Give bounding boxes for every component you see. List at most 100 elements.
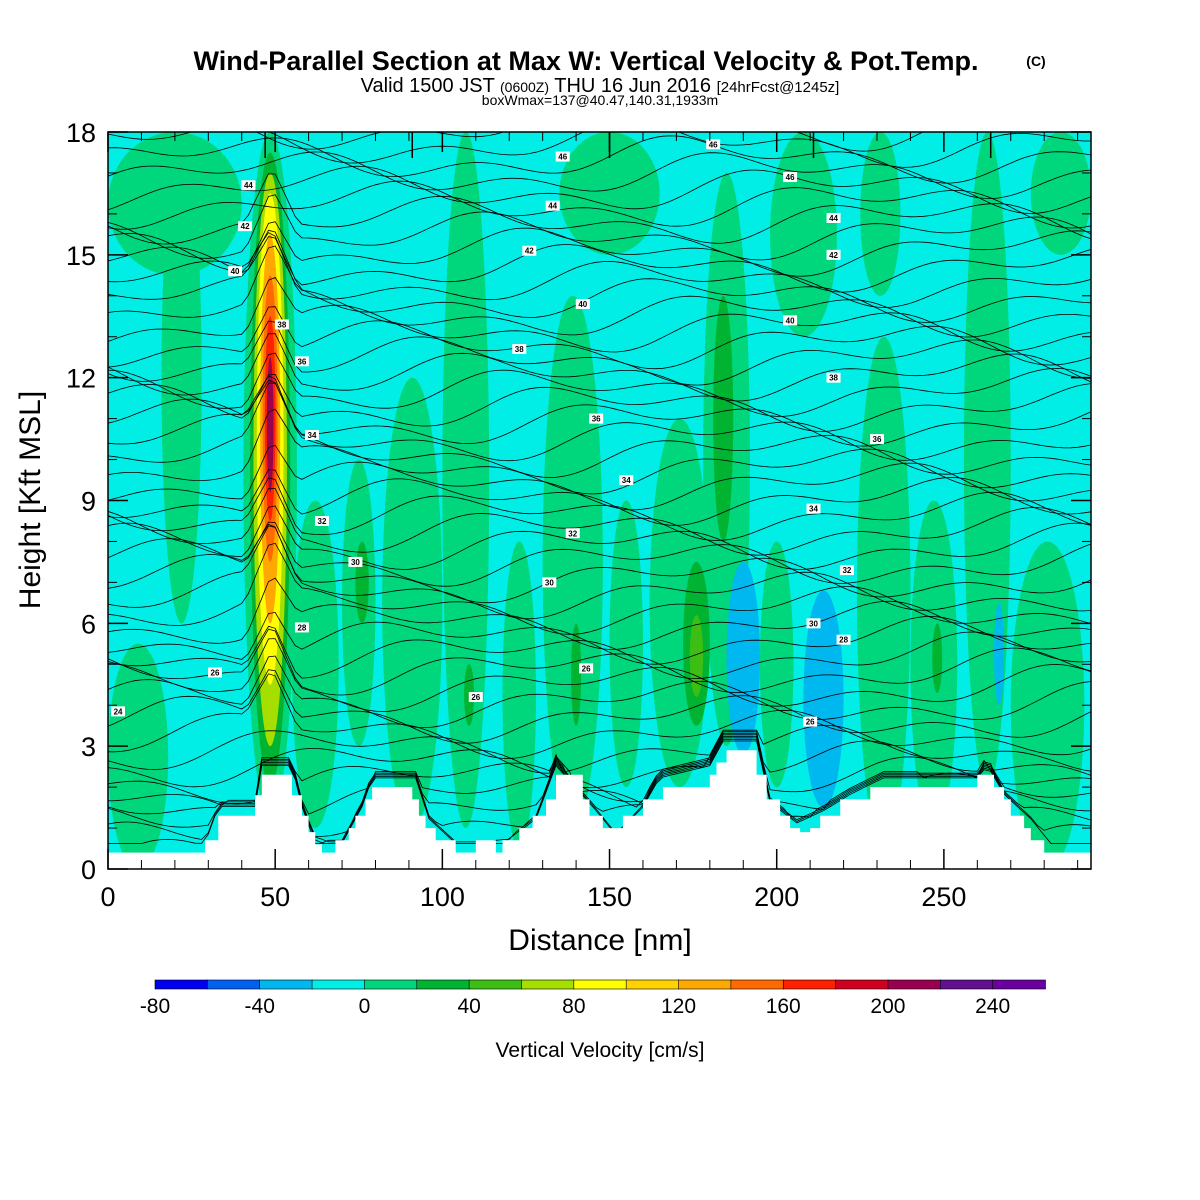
theta-label-box [783,315,798,326]
theta-contour-line [108,577,1091,650]
y-tick-label: 0 [81,855,96,885]
colorbar-segment [992,979,1046,990]
theta-label-box [274,319,289,330]
theta-label-box [348,556,363,567]
theta-label: 32 [318,517,327,526]
ascent-region [609,500,643,788]
colorbar-segment [625,979,680,990]
subtitle-valid: Valid 1500 JST [361,75,495,97]
theta-label-box [241,180,256,191]
theta-label: 28 [297,623,306,632]
ascent-region [856,336,911,849]
theta-contour-line [108,525,1091,620]
colorbar-tick-label: 240 [975,995,1010,1018]
ascent-region [1030,132,1091,255]
y-tick-label: 6 [81,609,96,639]
theta-label-box [803,716,818,727]
theta-contour-labels: 24 26 26 26 26 28 28 30 30 30 32 32 32 34 34 34 36 36 36 38… [111,139,885,727]
theta-label: 26 [471,693,480,702]
colorbar-tick-label: -40 [245,995,275,1018]
theta-label: 38 [829,374,838,383]
theta-label: 40 [231,267,240,276]
theta-label-box [294,622,309,633]
theta-contour-line [108,236,1091,293]
theta-label: 28 [839,636,848,645]
ascent-region [502,541,536,849]
theta-label-box [575,298,590,309]
theta-contour-line [108,173,1091,245]
chart-titles: Wind-Parallel Section at Max W: Vertical… [194,46,1046,108]
x-tick-label: 150 [587,882,632,912]
subtitle-forecast: [24hrFcst@1245z] [717,79,840,96]
theta-contour-line [108,734,1091,815]
theta-contour-line [108,379,1091,447]
terrain [108,750,1091,869]
colorbar-segment [678,979,732,990]
theta-contour-line [108,739,1091,844]
y-tick-label: 9 [81,487,96,517]
ascent-region [442,132,490,829]
theta-label: 46 [558,153,567,162]
theta-label-box [512,344,527,355]
theta-contour-line [108,333,1091,402]
theta-label: 40 [786,316,795,325]
y-axis-label: Height [Kft MSL] [14,391,47,609]
theta-label-box [111,706,126,717]
strong-ascent-core [571,623,582,726]
theta-label-box [555,151,570,162]
theta-label: 34 [622,476,631,485]
x-tick-label: 200 [754,882,799,912]
theta-label-box [294,356,309,367]
theta-label-box [468,692,483,703]
theta-label-box [826,212,841,223]
colorbar-segment [468,979,523,990]
descent-region [994,602,1005,706]
theta-contour-line [108,277,1091,353]
theta-contour-line [108,740,1091,845]
x-tick-label: 50 [260,882,290,912]
theta-label-box [826,249,841,260]
theta-contour-line [108,132,1091,168]
strong-ascent-core [689,615,704,698]
subtitle-date: THU 16 Jun 2016 [554,75,711,97]
theta-label: 30 [351,558,360,567]
theta-label-box [579,663,594,674]
chart-subtitle: Valid 1500 JST (0600Z) THU 16 Jun 2016 [… [361,75,840,97]
colorbar-segment [364,979,418,990]
theta-label-box [836,634,851,645]
theta-label-box [589,413,604,424]
theta-contour-line [108,655,1091,729]
theta-contour-line [108,408,1091,495]
theta-label-box [304,429,319,440]
theta-label: 40 [578,300,587,309]
theta-label: 42 [525,247,534,256]
chart-title: Wind-Parallel Section at Max W: Vertical… [194,46,979,76]
strong-ascent-core [355,541,369,624]
chart-title-mark: (C) [1026,53,1045,69]
x-tick-label: 100 [420,882,465,912]
y-tick-label: 18 [66,118,96,148]
colorbar-tick-label: 200 [870,995,905,1018]
y-tick-label: 12 [66,364,96,394]
theta-label: 30 [809,619,818,628]
theta-label: 38 [515,345,524,354]
ascent-region [291,500,339,829]
theta-label: 24 [114,707,123,716]
theta-label-box [826,372,841,383]
theta-label: 26 [211,668,220,677]
theta-label-box [806,503,821,514]
theta-label: 32 [842,566,851,575]
theta-contour-line [108,352,1091,417]
theta-label-box [542,577,557,588]
theta-contour-line [108,724,1091,774]
theta-contour-line [108,488,1091,556]
theta-label: 46 [709,140,718,149]
colorbar-segment [939,979,994,990]
theta-label: 36 [297,357,306,366]
theta-contour-line [255,132,924,152]
theta-contour-line [108,477,1091,541]
theta-contour-line [108,382,1091,478]
theta-contour-line [108,229,1091,323]
theta-contour-line [108,737,1091,844]
